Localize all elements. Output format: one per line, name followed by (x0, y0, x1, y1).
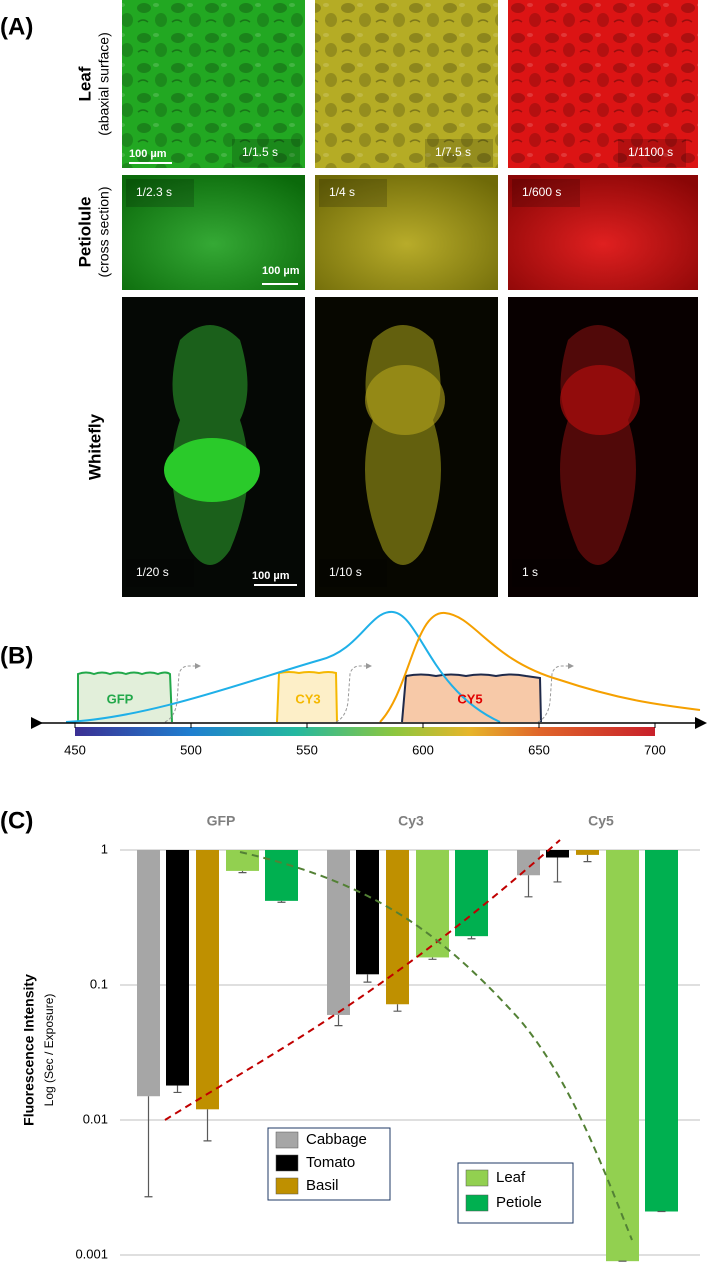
row-subtitle: (abaxial surface) (96, 32, 112, 136)
bar (546, 850, 569, 858)
trend-lines (164, 839, 633, 1241)
legend-swatch (465, 1169, 489, 1187)
legend-swatch (275, 1131, 299, 1149)
bar (196, 850, 219, 1110)
group-label: GFP (207, 813, 236, 829)
error-bar (524, 875, 533, 898)
row-title: Leaf (75, 66, 94, 101)
x-tick-label: 550 (296, 742, 318, 757)
error-bar (173, 1085, 182, 1094)
exposure-label: 1/1.5 s (242, 145, 278, 159)
filter-label: CY3 (295, 691, 320, 706)
panel-label: (B) (0, 642, 33, 669)
y-tick-label: 0.001 (75, 1246, 108, 1261)
filter-label: GFP (107, 691, 134, 706)
exposure-label: 1 s (522, 565, 538, 579)
legend-label: Leaf (496, 1169, 526, 1186)
label-backdrop (512, 179, 580, 207)
label-backdrop (512, 559, 580, 587)
bar (606, 850, 639, 1262)
bar (356, 850, 379, 975)
image-grid (122, 0, 698, 597)
error-bar (583, 854, 592, 863)
x-tick-label: 600 (412, 742, 434, 757)
legend-label: Cabbage (306, 1131, 367, 1148)
legend-swatch (275, 1154, 299, 1172)
y-axis-label: Fluorescence Intensity (21, 974, 37, 1126)
bar (455, 850, 488, 937)
spectra (31, 610, 707, 736)
bar (645, 850, 678, 1212)
label-backdrop (319, 179, 387, 207)
legend-swatch (465, 1194, 489, 1212)
scale-bar-label: 100 µm (252, 570, 290, 582)
y-tick-label: 1 (101, 841, 108, 856)
label-backdrop (126, 559, 194, 587)
panel-label: (A) (0, 13, 33, 40)
error-bar (277, 900, 286, 903)
row-title: Whitefly (85, 413, 104, 480)
x-tick-label: 500 (180, 742, 202, 757)
bar (517, 850, 540, 876)
x-tick-label: 650 (528, 742, 550, 757)
x-tick-label: 700 (644, 742, 666, 757)
error-bar (393, 1004, 402, 1012)
error-bar (203, 1109, 212, 1142)
legend-label: Petiole (496, 1194, 542, 1211)
label-backdrop (126, 179, 194, 207)
label-backdrop (232, 139, 300, 167)
bar (576, 850, 599, 855)
row-title: Petiolule (75, 197, 94, 268)
y-axis-sublabel: Log (Sec / Exposure) (42, 994, 56, 1107)
bar (166, 850, 189, 1086)
legend-label: Basil (306, 1177, 339, 1194)
exposure-label: 1/4 s (329, 185, 355, 199)
error-bar (363, 974, 372, 983)
scale-bar-label: 100 µm (262, 265, 300, 277)
label-backdrop (618, 139, 686, 167)
y-tick-label: 0.1 (90, 976, 108, 991)
y-tick-label: 0.01 (83, 1111, 108, 1126)
bar (265, 850, 298, 901)
error-bar (467, 936, 476, 940)
label-backdrop (319, 559, 387, 587)
scale-bar-label: 100 µm (129, 148, 167, 160)
exposure-label: 1/2.3 s (136, 185, 172, 199)
exposure-label: 1/600 s (522, 185, 561, 199)
row-subtitle: (cross section) (96, 186, 112, 277)
group-label: Cy5 (588, 813, 614, 829)
exposure-label: 1/1100 s (628, 145, 673, 159)
exposure-label: 1/7.5 s (435, 145, 471, 159)
bar (386, 850, 409, 1005)
panel-label: (C) (0, 807, 33, 834)
error-bar (334, 1014, 343, 1027)
legend-swatch (275, 1177, 299, 1195)
bar (416, 850, 449, 958)
bar (226, 850, 259, 871)
error-bar (144, 1096, 153, 1198)
exposure-label: 1/20 s (136, 565, 169, 579)
legend-label: Tomato (306, 1154, 355, 1171)
group-label: Cy3 (398, 813, 424, 829)
bar (327, 850, 350, 1015)
exposure-label: 1/10 s (329, 565, 362, 579)
label-backdrop (425, 139, 493, 167)
bar (137, 850, 160, 1097)
error-bar (428, 957, 437, 960)
x-tick-label: 450 (64, 742, 86, 757)
error-bar (238, 870, 247, 874)
error-bar (553, 857, 562, 883)
filter-label: CY5 (457, 691, 482, 706)
